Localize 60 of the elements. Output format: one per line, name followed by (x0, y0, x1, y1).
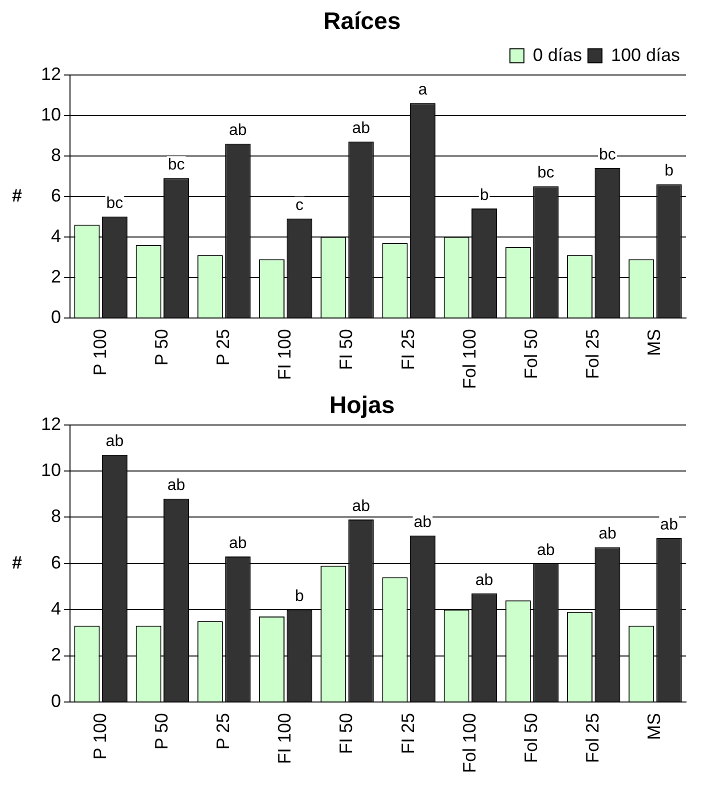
annotation: ab (228, 122, 247, 140)
y-tick-label: 0 (51, 690, 62, 711)
annotation: bc (106, 195, 124, 212)
annotation: ab (228, 534, 247, 552)
annotation: ab (167, 477, 186, 494)
annotation: ab (352, 498, 370, 515)
annotation: bc (599, 146, 616, 164)
annotation: ab (660, 516, 678, 534)
annotation: ab (475, 572, 494, 589)
x-tick-label: MS (644, 328, 664, 356)
x-tick-label: FI 100 (274, 328, 295, 380)
x-tick-label: FI 50 (336, 712, 356, 754)
annotation: b (295, 588, 304, 605)
annotation: b (664, 162, 674, 180)
x-tick-label: P 100 (90, 712, 110, 760)
y-axis-title: # (12, 185, 22, 206)
legend-label: 0 días (532, 44, 582, 65)
y-tick-label: 12 (40, 414, 62, 434)
annotation: a (418, 82, 428, 99)
y-tick-label: 6 (51, 552, 62, 572)
annotation: ab (414, 514, 432, 532)
x-tick-label: FI 25 (398, 712, 418, 754)
annotation: ab (106, 433, 124, 450)
x-tick-label: Fol 50 (520, 328, 541, 379)
x-tick-label: Fol 25 (582, 328, 603, 379)
y-tick-label: 6 (51, 185, 62, 206)
x-tick-label: Fol 100 (459, 712, 480, 774)
x-tick-label: FI 25 (398, 328, 418, 370)
x-tick-label: P 50 (151, 712, 172, 750)
y-tick-label: 0 (51, 306, 62, 327)
x-tick-label: FI 50 (336, 328, 356, 370)
y-tick-label: 4 (51, 598, 62, 619)
x-tick-label: Fol 100 (459, 328, 480, 390)
x-tick-label: Fol 25 (582, 712, 603, 763)
annotation: c (295, 197, 304, 214)
annotation: ab (598, 526, 616, 543)
y-tick-label: 4 (51, 226, 62, 246)
x-tick-label: MS (644, 712, 664, 740)
y-tick-label: 8 (51, 144, 62, 165)
annotation: ab (536, 542, 555, 559)
y-tick-label: 8 (51, 506, 62, 526)
annotation: ab (352, 120, 370, 138)
y-tick-label: 12 (40, 64, 62, 84)
annotation: bc (168, 156, 185, 174)
chart-title: Raíces (323, 8, 401, 36)
y-tick-label: 2 (51, 644, 62, 665)
y-tick-label: 10 (40, 460, 62, 480)
y-axis-title: # (12, 552, 22, 572)
y-tick-label: 10 (40, 104, 62, 124)
y-tick-label: 2 (51, 266, 62, 286)
x-tick-label: FI 100 (274, 712, 295, 764)
x-tick-label: Fol 50 (520, 712, 541, 763)
x-tick-label: P 25 (212, 328, 233, 366)
legend-label: 100 días (610, 44, 680, 65)
x-tick-label: P 100 (90, 328, 110, 376)
chart-title: Hojas (329, 392, 395, 420)
x-tick-label: P 50 (151, 328, 172, 366)
annotation: bc (537, 164, 554, 182)
x-tick-label: P 25 (212, 712, 233, 750)
annotation: b (480, 186, 489, 204)
